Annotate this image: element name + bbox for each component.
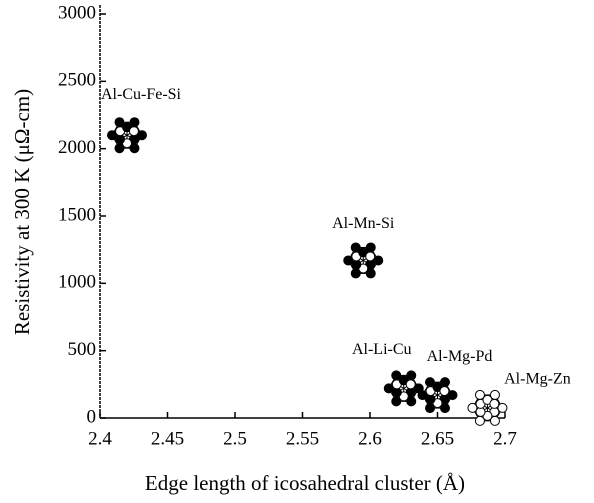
point-label: Al-Mg-Pd [427,348,493,365]
cluster-marker [383,370,424,407]
point-label: Al-Cu-Fe-Si [101,86,182,103]
cluster-atom [373,255,384,266]
y-axis-title: Resistivity at 300 K (μΩ-cm) [10,89,34,335]
cluster-marker [417,377,458,414]
point-label: Al-Mn-Si [332,215,395,232]
x-tick-label: 2.4 [88,428,112,449]
y-tick-label: 500 [68,339,97,360]
cluster-atom [107,130,117,141]
x-tick-label: 2.65 [421,428,454,449]
x-tick-label: 2.45 [151,428,184,449]
cluster-marker [343,242,384,279]
x-axis-title: Edge length of icosahedral cluster (Å) [145,471,465,495]
cluster-atom [447,390,458,401]
point-label: Al-Mg-Zn [504,371,571,388]
cluster-atom [128,126,139,137]
x-tick-label: 2.6 [358,428,382,449]
x-tick-label: 2.7 [493,428,517,449]
cluster-atom [365,251,376,262]
cluster-marker [467,389,508,426]
y-tick-label: 3000 [58,2,96,23]
y-tick-label: 1000 [58,272,96,293]
cluster-atom [467,402,478,413]
x-tick-label: 2.55 [286,428,319,449]
cluster-atom [417,390,428,401]
point-label: Al-Li-Cu [352,341,412,358]
cluster-atom [489,398,500,409]
y-tick-label: 2000 [58,137,96,158]
cluster-atom [343,255,354,266]
cluster-atom [137,130,147,141]
y-tick-label: 2500 [58,70,96,91]
cluster-atom [497,402,508,413]
cluster-marker [107,117,147,154]
y-tick-label: 0 [87,406,97,427]
x-tick-label: 2.5 [223,428,247,449]
cluster-atom [383,383,394,394]
cluster-atom [405,379,416,390]
cluster-atom [439,386,450,397]
y-tick-label: 1500 [58,204,96,225]
